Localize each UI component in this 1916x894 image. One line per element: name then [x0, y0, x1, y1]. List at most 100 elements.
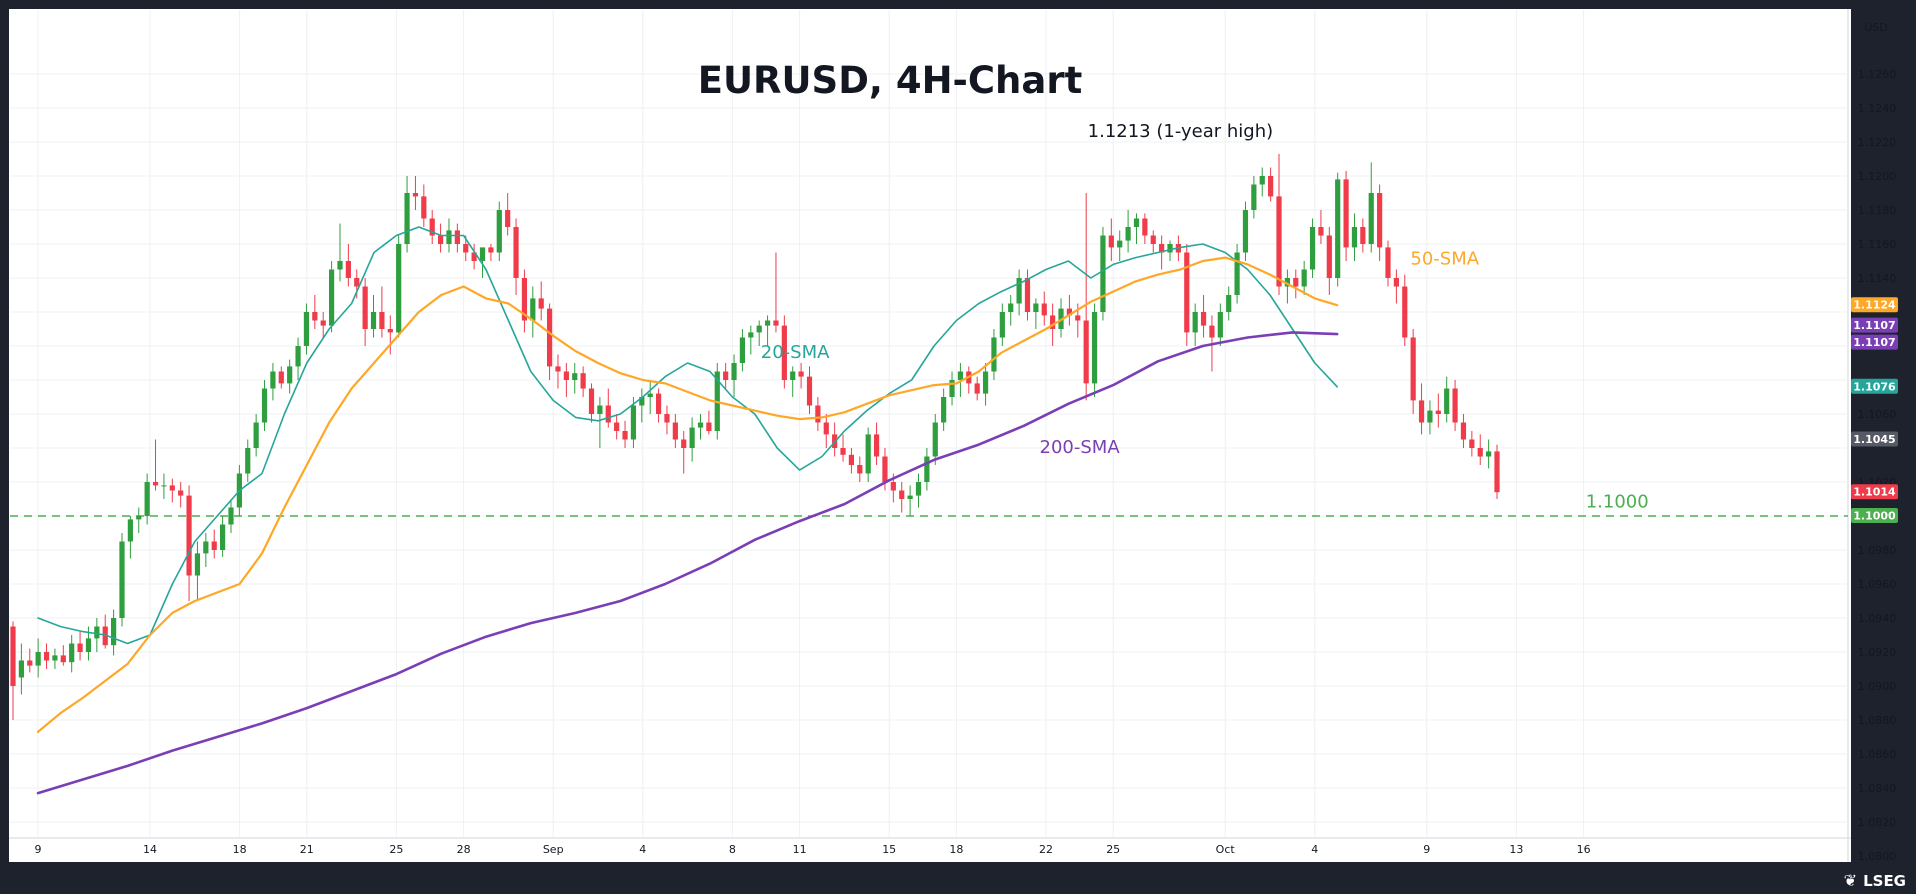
candle-body — [664, 414, 670, 423]
price-badges: 1.1124 1.1107 1.1107 1.1076 1.1045 1.1014 1.10… — [1851, 297, 1898, 523]
candle-body — [1142, 218, 1148, 236]
candle-body — [1125, 227, 1131, 241]
candle-body — [1192, 312, 1198, 333]
logo-text: LSEG — [1863, 871, 1906, 890]
price-axis: 1.0800 1.0820 1.0840 1.0860 1.0880 1.0900 1.09… — [1858, 68, 1897, 863]
candle-body — [655, 393, 662, 414]
x-tick-label: 8 — [729, 843, 736, 856]
y-tick-label: 1.1180 — [1858, 204, 1897, 217]
candle-body — [1284, 278, 1290, 287]
candle-body — [245, 448, 251, 474]
y-tick-label: 1.0820 — [1858, 816, 1897, 829]
y-tick-label: 1.0900 — [1858, 680, 1897, 693]
y-tick-label: 1.0880 — [1858, 714, 1897, 727]
candle-body — [178, 490, 184, 496]
candle-body — [941, 397, 947, 423]
annotation-label: 1.1213 (1-year high) — [1088, 121, 1274, 142]
candle-body — [915, 482, 922, 496]
candle-body — [111, 618, 117, 646]
candle-body — [94, 626, 100, 639]
time-axis: 9 14 18 21 25 28 Sep 4 8 11 15 18 22 25 Oct 4 9 13 16 — [35, 843, 1591, 856]
candle-body — [161, 485, 167, 487]
y-tick-label: 1.0860 — [1858, 748, 1897, 761]
candle-body — [328, 269, 335, 326]
x-tick-label: Sep — [543, 843, 564, 856]
candle-body — [412, 193, 419, 197]
candle-body — [1016, 278, 1022, 304]
candle-body — [1209, 325, 1215, 338]
candle-body — [1024, 278, 1031, 312]
candle-body — [1410, 337, 1416, 401]
price-badge-label: 1.1107 — [1853, 336, 1895, 349]
x-tick-label: 4 — [1311, 843, 1318, 856]
candle-body — [1477, 448, 1483, 457]
price-badge-label: 1.1076 — [1853, 380, 1896, 393]
plot-background — [9, 9, 1851, 862]
y-tick-label: 1.0800 — [1858, 850, 1897, 863]
candle-body — [949, 380, 955, 397]
candle-body — [857, 465, 863, 474]
candle-body — [119, 541, 125, 618]
candle-body — [337, 261, 343, 270]
annotation-label: 200-SMA — [1040, 437, 1121, 458]
candle-body — [555, 366, 561, 372]
candle-body — [806, 376, 813, 406]
candle-body — [379, 312, 385, 329]
candle-body — [521, 278, 528, 321]
candle-body — [823, 422, 829, 435]
annotations: 1.1213 (1-year high) 20-SMA 50-SMA 200-SMA 1… — [761, 121, 1649, 513]
candle-body — [211, 541, 217, 550]
y-tick-label: 1.1140 — [1858, 272, 1897, 285]
candle-body — [1460, 422, 1467, 440]
y-tick-label: 1.1200 — [1858, 170, 1897, 183]
candle-body — [1184, 252, 1190, 333]
candle-body — [429, 218, 435, 236]
candle-body — [999, 312, 1005, 338]
candle-body — [614, 422, 620, 431]
x-tick-label: 13 — [1509, 843, 1523, 856]
annotation-label: 1.1000 — [1586, 492, 1649, 513]
candle-body — [1402, 286, 1408, 338]
candle-body — [362, 286, 368, 329]
x-tick-label: 9 — [1423, 843, 1430, 856]
candle-body — [488, 247, 494, 253]
candle-body — [563, 371, 569, 380]
candle-body — [1293, 278, 1299, 287]
candle-body — [1251, 184, 1257, 210]
candle-body — [840, 448, 846, 455]
candle-body — [1075, 315, 1081, 321]
candle-body — [404, 193, 410, 244]
sma-line-20 — [37, 226, 1338, 645]
x-tick-label: 28 — [457, 843, 471, 856]
y-tick-label: 1.1060 — [1858, 408, 1897, 421]
candle-body — [169, 485, 175, 491]
candle-body — [1418, 400, 1425, 423]
candle-body — [605, 405, 611, 423]
candle-body — [1133, 218, 1140, 227]
candle-body — [723, 371, 729, 380]
price-badge — [1851, 317, 1898, 333]
y-tick-label: 1.0960 — [1858, 578, 1897, 591]
candle-body — [1150, 235, 1156, 244]
candle-body — [1234, 252, 1240, 295]
candle-body — [588, 388, 595, 414]
candle-body — [672, 422, 678, 440]
y-tick-label: 1.1260 — [1858, 68, 1897, 81]
candle-body — [1469, 439, 1475, 448]
candle-body — [60, 655, 66, 663]
candle-body — [387, 329, 393, 333]
candle-body — [1385, 247, 1391, 278]
candle-body — [1242, 210, 1249, 253]
price-badge-label: 1.1014 — [1853, 486, 1896, 499]
candle-body — [136, 516, 142, 520]
candle-body — [1452, 388, 1458, 423]
candle-body — [513, 227, 519, 278]
candle-body — [748, 332, 754, 338]
candle-body — [848, 454, 855, 465]
x-tick-label: 22 — [1039, 843, 1053, 856]
candle-body — [1200, 312, 1207, 326]
candle-body — [1351, 227, 1358, 248]
candle-body — [320, 320, 326, 326]
x-tick-label: 18 — [233, 843, 247, 856]
candle-body — [1326, 235, 1332, 278]
